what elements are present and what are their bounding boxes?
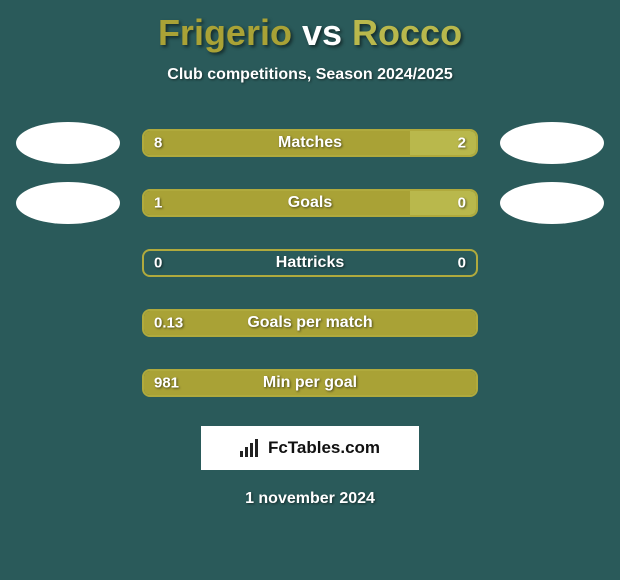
h2h-comparison-card: Frigerio vs Rocco Club competitions, Sea…	[0, 0, 620, 516]
stat-row: 1 Goals 0	[10, 182, 610, 224]
stat-row: 0.13 Goals per match	[10, 302, 610, 344]
stat-label: Goals per match	[247, 314, 372, 332]
bar-seg-left	[144, 131, 410, 155]
player2-avatar	[500, 122, 604, 164]
stat-value-right: 0	[458, 255, 466, 272]
stat-value-left: 981	[154, 375, 179, 392]
stat-value-left: 0	[154, 255, 162, 272]
stat-bar-mpg: 981 Min per goal	[142, 369, 478, 397]
stat-bar-goals: 1 Goals 0	[142, 189, 478, 217]
stat-row: 0 Hattricks 0	[10, 242, 610, 284]
stat-bar-matches: 8 Matches 2	[142, 129, 478, 157]
stat-bar-gpm: 0.13 Goals per match	[142, 309, 478, 337]
stat-value-right: 2	[458, 135, 466, 152]
brand-text: FcTables.com	[268, 438, 380, 458]
player2-name: Rocco	[352, 12, 462, 53]
stat-label: Min per goal	[263, 374, 357, 392]
stat-value-right: 0	[458, 195, 466, 212]
player2-avatar	[500, 182, 604, 224]
stat-row: 8 Matches 2	[10, 122, 610, 164]
stats-rows: 8 Matches 2 1 Goals 0 0 Hattri	[10, 122, 610, 404]
player1-name: Frigerio	[158, 12, 292, 53]
stat-label: Goals	[288, 194, 332, 212]
subtitle: Club competitions, Season 2024/2025	[167, 66, 452, 84]
player1-avatar	[16, 182, 120, 224]
stat-value-left: 1	[154, 195, 162, 212]
date-stamp: 1 november 2024	[245, 490, 375, 508]
stat-bar-hattricks: 0 Hattricks 0	[142, 249, 478, 277]
stat-value-left: 8	[154, 135, 162, 152]
bar-seg-right	[410, 131, 476, 155]
stat-row: 981 Min per goal	[10, 362, 610, 404]
brand-chart-icon	[240, 439, 262, 457]
stat-value-left: 0.13	[154, 315, 183, 332]
page-title: Frigerio vs Rocco	[158, 12, 462, 54]
player1-avatar	[16, 122, 120, 164]
stat-label: Matches	[278, 134, 342, 152]
vs-text: vs	[302, 12, 342, 53]
branding-box: FcTables.com	[201, 426, 419, 470]
bar-seg-right	[410, 191, 476, 215]
stat-label: Hattricks	[276, 254, 344, 272]
bar-seg-left	[144, 191, 410, 215]
